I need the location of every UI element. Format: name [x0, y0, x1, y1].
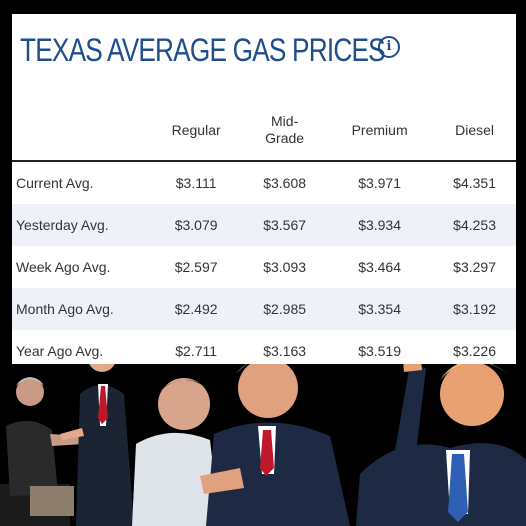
table-cell: $3.093: [263, 259, 307, 275]
table-cell: $2.492: [149, 288, 244, 330]
column-header-blank: [12, 100, 149, 162]
table-cell: $3.567: [243, 204, 327, 246]
table-cell: $3.079: [149, 204, 244, 246]
table-row: Week Ago Avg. $2.597 $3.093 $3.464 $3.29…: [12, 246, 516, 288]
table-cell: $3.111: [175, 175, 217, 191]
table-cell: $3.354: [326, 288, 434, 330]
title-row: TEXAS AVERAGE GAS PRICES i: [20, 32, 465, 69]
column-header-diesel: Diesel: [433, 100, 516, 162]
table-cell: $3.934: [326, 204, 434, 246]
table-row: Month Ago Avg. $2.492 $2.985 $3.354 $3.1…: [12, 288, 516, 330]
table-cell: $4.351: [453, 175, 496, 191]
man-pointing-figure: [356, 364, 526, 526]
column-header-mid-grade-text: Mid- Grade: [265, 113, 305, 146]
table-cell: $3.163: [263, 343, 307, 359]
row-label: Year Ago Avg.: [16, 343, 104, 359]
column-header-mid-grade: Mid- Grade: [243, 100, 327, 162]
table-cell: $3.519: [358, 343, 402, 359]
column-header-regular: Regular: [149, 100, 244, 162]
table-cell: $2.985: [243, 288, 327, 330]
table-cell: $3.297: [453, 259, 496, 275]
table-cell: $2.711: [175, 343, 218, 359]
standing-man-figure: [60, 364, 134, 526]
table-cell: $4.253: [433, 204, 516, 246]
prices-table: Regular Mid- Grade Premium Diesel Curren…: [12, 100, 516, 372]
man-hugging-figure: [200, 364, 350, 526]
table-cell: $3.608: [263, 175, 307, 191]
row-label: Yesterday Avg.: [12, 204, 149, 246]
row-label: Month Ago Avg.: [12, 288, 149, 330]
table-header-row: Regular Mid- Grade Premium Diesel: [12, 100, 516, 162]
table-cell: $2.597: [174, 259, 218, 275]
row-label: Current Avg.: [16, 175, 94, 191]
info-icon[interactable]: i: [378, 36, 400, 58]
seated-man-figure: [0, 377, 84, 526]
page-title: TEXAS AVERAGE GAS PRICES: [20, 32, 386, 68]
table-row: Yesterday Avg. $3.079 $3.567 $3.934 $4.2…: [12, 204, 516, 246]
table-cell: $3.971: [358, 175, 402, 191]
column-header-premium: Premium: [326, 100, 434, 162]
table-cell: $3.226: [453, 343, 496, 359]
table-row: Current Avg. $3.111 $3.608 $3.971 $4.351: [12, 161, 516, 204]
gas-price-card: TEXAS AVERAGE GAS PRICES i Regular Mid- …: [12, 14, 516, 364]
man-white-shirt-figure: [132, 378, 220, 526]
photo-collage: [0, 364, 526, 526]
row-label: Week Ago Avg.: [16, 259, 111, 275]
table-cell: $3.464: [358, 259, 402, 275]
table-cell: $3.192: [433, 288, 516, 330]
table-row: Year Ago Avg. $2.711 $3.163 $3.519 $3.22…: [12, 330, 516, 372]
